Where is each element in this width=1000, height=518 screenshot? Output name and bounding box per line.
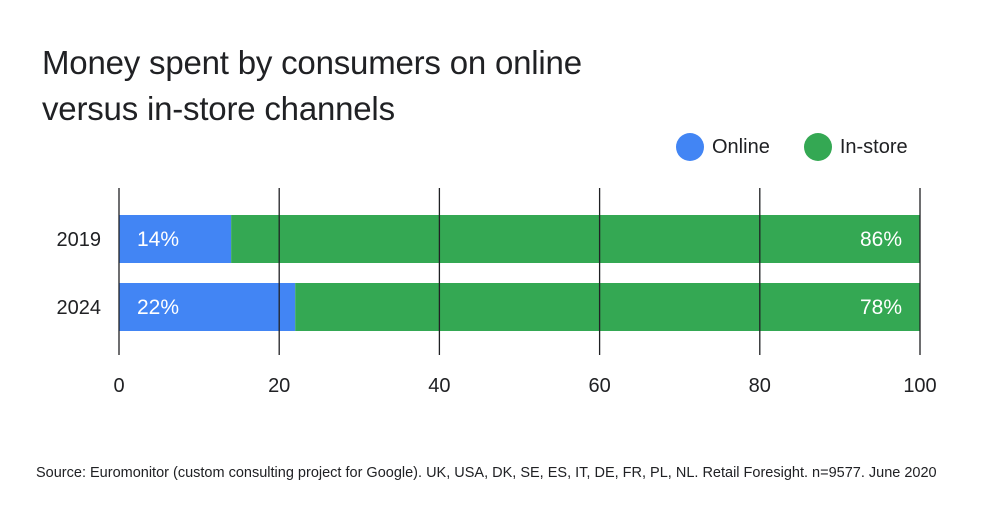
source-note: Source: Euromonitor (custom consulting p… [36,465,937,481]
bar-in-store-2019 [231,215,920,263]
data-label-online-2024: 22% [137,296,179,319]
category-label-2024: 2024 [57,297,102,319]
legend-label-in-store: In-store [839,135,908,158]
data-labels: 14% 86% 22% 78% [137,228,902,319]
category-labels: 2019 2024 [57,229,102,319]
x-tick-label-60: 60 [588,375,610,397]
gridlines [118,188,921,355]
x-tick-label-40: 40 [428,375,450,397]
x-tick-label-80: 80 [749,375,771,397]
data-label-online-2019: 14% [137,228,179,251]
legend-item-online: Online [676,133,770,161]
bar-in-store-2024 [295,283,921,331]
bars [119,215,921,331]
legend: Online In-store [676,133,908,161]
legend-swatch-online [676,133,704,161]
bar-online-2019 [119,215,232,263]
legend-item-in-store: In-store [803,133,908,161]
x-tick-labels: 0 20 40 60 80 100 [113,375,936,397]
legend-label-online: Online [712,135,770,158]
x-tick-label-100: 100 [903,375,936,397]
x-tick-label-20: 20 [268,375,290,397]
x-tick-label-0: 0 [113,375,124,397]
data-label-in-store-2019: 86% [860,228,902,251]
bar-online-2024 [119,283,296,331]
category-label-2019: 2019 [57,229,102,251]
data-label-in-store-2024: 78% [860,296,902,319]
chart-title: Money spent by consumers on online versu… [42,44,582,127]
legend-swatch-in-store [803,133,832,161]
